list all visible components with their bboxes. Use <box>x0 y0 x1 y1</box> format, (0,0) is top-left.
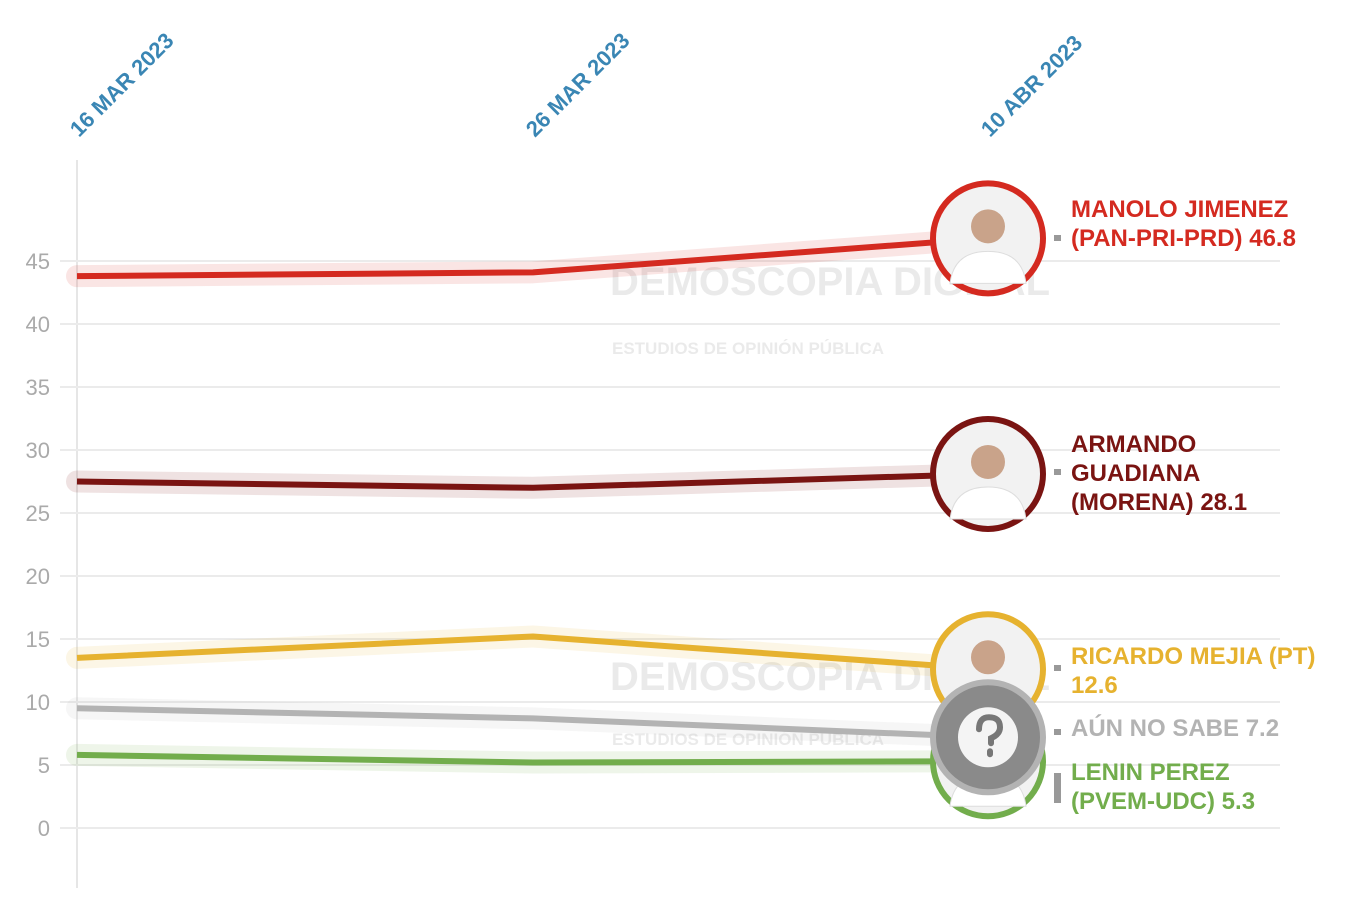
series-line <box>76 633 989 673</box>
x-tick-label: 16 MAR 2023 <box>65 28 179 142</box>
series-line <box>76 235 989 280</box>
x-tick-label: 26 MAR 2023 <box>521 28 635 142</box>
y-tick-label: 25 <box>26 501 50 526</box>
series-name: LENIN PEREZ (PVEM-UDC) <box>1071 759 1230 815</box>
value-label: 28.1 <box>1200 489 1248 516</box>
photo-body <box>949 250 1027 284</box>
value-label: 12.6 <box>1071 672 1118 699</box>
y-tick-label: 35 <box>26 375 50 400</box>
series-line <box>76 751 989 766</box>
label-connector <box>1054 729 1061 735</box>
series-label: RICARDO MEJIA (PT) 12.6 <box>1071 642 1316 700</box>
watermark-subtitle: ESTUDIOS DE OPINIÓN PÚBLICA <box>612 339 884 358</box>
series-line <box>76 470 989 491</box>
value-label: 5.3 <box>1221 788 1256 815</box>
photo-head <box>971 640 1005 675</box>
y-tick-label: 15 <box>26 627 50 652</box>
x-tick-label: 10 ABR 2023 <box>976 30 1087 141</box>
series-label: MANOLO JIMENEZ (PAN-PRI-PRD) 46.8 <box>1071 195 1316 253</box>
series-name: MANOLO JIMENEZ (PAN-PRI-PRD) <box>1071 196 1289 252</box>
photo-body <box>949 486 1027 520</box>
label-connector <box>1054 665 1061 671</box>
candidate-photo <box>930 415 1046 532</box>
series-line <box>76 705 989 741</box>
y-tick-label: 45 <box>26 249 50 274</box>
photo-head <box>971 444 1005 479</box>
watermark-subtitle: ESTUDIOS DE OPINIÓN PÚBLICA <box>612 730 884 749</box>
label-connector <box>1054 773 1061 803</box>
photo-head <box>971 209 1005 244</box>
series-name: AÚN NO SABE <box>1071 715 1240 742</box>
question-icon <box>976 714 1004 758</box>
value-label: 7.2 <box>1245 715 1280 742</box>
label-connector <box>1054 469 1061 475</box>
y-tick-label: 0 <box>38 816 50 841</box>
series-name: ARMANDO GUADIANA (MORENA) <box>1071 431 1200 516</box>
y-tick-label: 40 <box>26 312 50 337</box>
series-name: RICARDO MEJIA (PT) <box>1071 643 1316 670</box>
y-tick-label: 30 <box>26 438 50 463</box>
series-label: ARMANDO GUADIANA (MORENA) 28.1 <box>1071 430 1316 517</box>
value-label: 46.8 <box>1249 225 1296 252</box>
series-label: LENIN PEREZ (PVEM-UDC) 5.3 <box>1071 758 1316 816</box>
candidate-photo <box>930 180 1046 297</box>
y-tick-label: 5 <box>38 753 50 778</box>
y-tick-label: 20 <box>26 564 50 589</box>
y-tick-label: 10 <box>26 690 50 715</box>
label-connector <box>1054 235 1061 241</box>
series-label: AÚN NO SABE 7.2 <box>1071 714 1316 743</box>
candidate-photo <box>930 679 1046 796</box>
